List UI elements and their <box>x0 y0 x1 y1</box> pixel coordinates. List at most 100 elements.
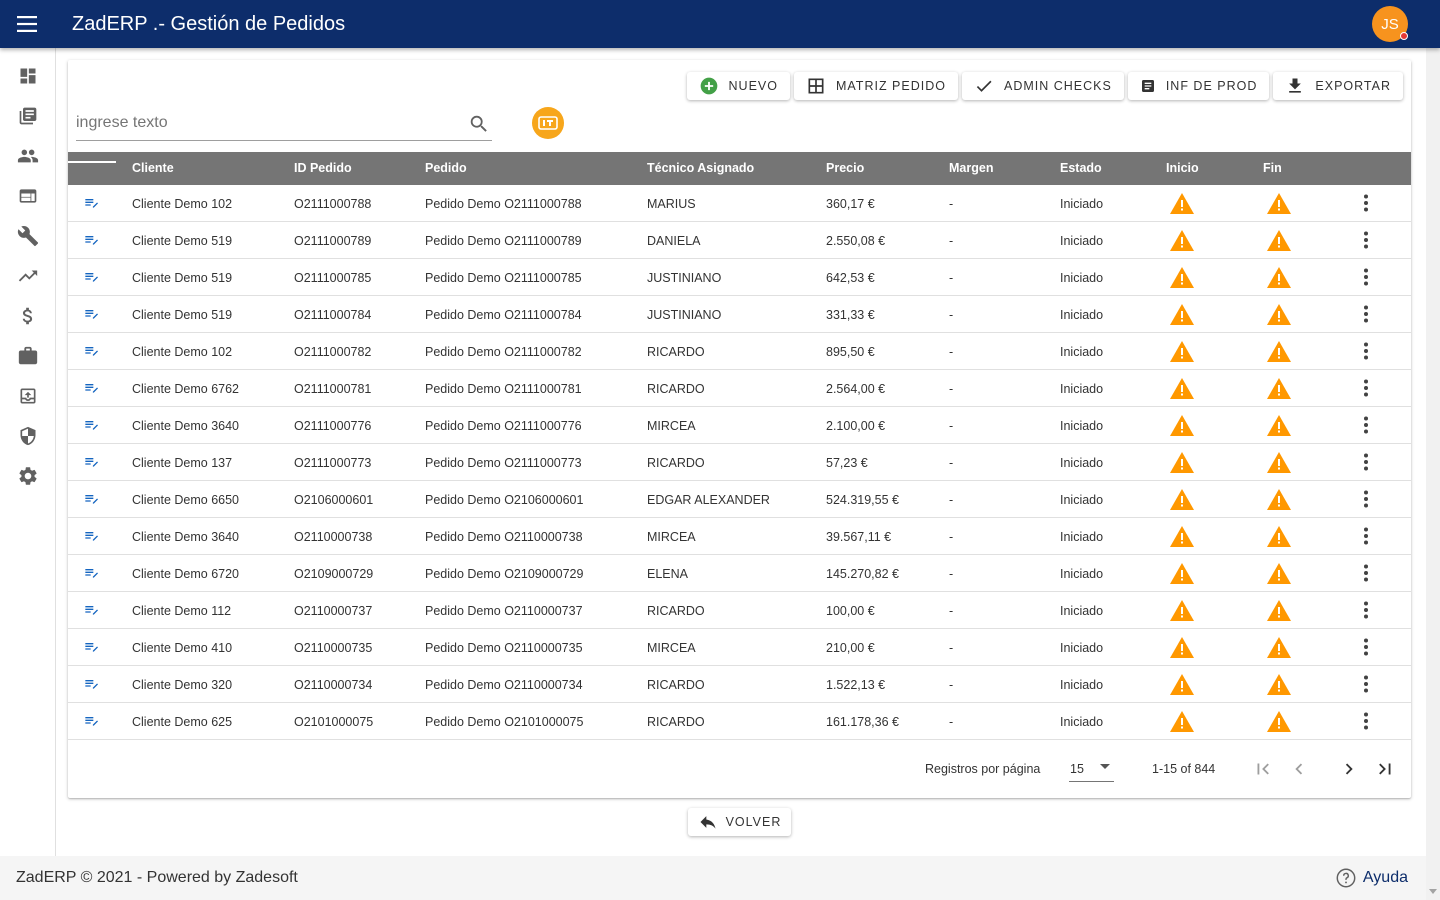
cell-pedido: Pedido Demo O2111000773 <box>425 456 582 470</box>
sidebar-item-library[interactable] <box>0 96 56 136</box>
row-more-options-icon[interactable] <box>1363 490 1369 511</box>
table-row[interactable]: Cliente Demo 6762 O2111000781 Pedido Demo … <box>68 370 1411 407</box>
table-row[interactable]: Cliente Demo 137 O2111000773 Pedido Demo O… <box>68 444 1411 481</box>
edit-order-icon[interactable] <box>84 418 100 435</box>
table-row[interactable]: Cliente Demo 102 O2111000782 Pedido Demo O… <box>68 333 1411 370</box>
col-header-fin[interactable]: Fin <box>1263 161 1282 175</box>
edit-order-icon[interactable] <box>84 196 100 213</box>
row-more-options-icon[interactable] <box>1363 342 1369 363</box>
cell-cliente: Cliente Demo 3640 <box>132 419 240 433</box>
edit-order-icon[interactable] <box>84 529 100 546</box>
back-button[interactable]: VOLVER <box>688 808 791 836</box>
table-row[interactable]: Cliente Demo 519 O2111000789 Pedido Demo O… <box>68 222 1411 259</box>
sidebar-item-security[interactable] <box>0 416 56 456</box>
export-button[interactable]: EXPORTAR <box>1273 72 1403 100</box>
order-matrix-button[interactable]: MATRIZ PEDIDO <box>793 72 958 100</box>
last-page-icon[interactable] <box>1374 758 1396 780</box>
admin-checks-button[interactable]: ADMIN CHECKS <box>961 72 1124 100</box>
user-initials: JS <box>1381 15 1399 33</box>
cell-cliente: Cliente Demo 320 <box>132 678 233 692</box>
cell-estado: Iniciado <box>1060 271 1104 285</box>
edit-order-icon[interactable] <box>84 455 100 472</box>
sidebar-item-web[interactable] <box>0 176 56 216</box>
page-size-select[interactable]: 15 <box>1069 756 1114 782</box>
edit-order-icon[interactable] <box>84 233 100 250</box>
cell-precio: 524.319,55 € <box>826 493 899 507</box>
cell-pedido: Pedido Demo O2110000737 <box>425 604 583 618</box>
col-header-precio[interactable]: Precio <box>826 161 865 175</box>
cell-cliente: Cliente Demo 6650 <box>132 493 240 507</box>
row-more-options-icon[interactable] <box>1363 712 1369 733</box>
sidebar-item-people[interactable] <box>0 136 56 176</box>
row-more-options-icon[interactable] <box>1363 675 1369 696</box>
table-row[interactable]: Cliente Demo 102 O2111000788 Pedido Demo O… <box>68 185 1411 222</box>
edit-order-icon[interactable] <box>84 492 100 509</box>
row-more-options-icon[interactable] <box>1363 601 1369 622</box>
col-header-pedido[interactable]: Pedido <box>425 161 467 175</box>
new-button[interactable]: NUEVO <box>686 72 790 100</box>
trending-up-icon <box>18 270 38 282</box>
row-more-options-icon[interactable] <box>1363 231 1369 252</box>
edit-order-icon[interactable] <box>84 677 100 694</box>
edit-order-icon[interactable] <box>84 270 100 287</box>
row-more-options-icon[interactable] <box>1363 527 1369 548</box>
menu-button[interactable] <box>0 0 56 48</box>
table-row[interactable]: Cliente Demo 625 O2101000075 Pedido Demo O… <box>68 703 1411 740</box>
first-page-icon[interactable] <box>1252 758 1274 780</box>
row-more-options-icon[interactable] <box>1363 379 1369 400</box>
edit-order-icon[interactable] <box>84 603 100 620</box>
col-header-estado[interactable]: Estado <box>1060 161 1102 175</box>
table-row[interactable]: Cliente Demo 320 O2110000734 Pedido Demo O… <box>68 666 1411 703</box>
end-warning-icon <box>1267 563 1291 587</box>
sidebar-item-dashboard[interactable] <box>0 56 56 96</box>
col-header-margen[interactable]: Margen <box>949 161 994 175</box>
row-more-options-icon[interactable] <box>1363 638 1369 659</box>
scroll-down-arrow-icon[interactable] <box>1429 889 1437 894</box>
table-row[interactable]: Cliente Demo 6650 O2106000601 Pedido Demo … <box>68 481 1411 518</box>
user-avatar[interactable]: JS <box>1372 6 1408 42</box>
orders-card: NUEVO MATRIZ PEDIDO ADMIN CHECKS INF DE … <box>68 60 1411 798</box>
edit-order-icon[interactable] <box>84 381 100 398</box>
edit-order-icon[interactable] <box>84 714 100 731</box>
row-more-options-icon[interactable] <box>1363 268 1369 289</box>
sidebar-item-settings[interactable] <box>0 456 56 496</box>
edit-order-icon[interactable] <box>84 307 100 324</box>
edit-order-icon[interactable] <box>84 566 100 583</box>
action-toolbar: NUEVO MATRIZ PEDIDO ADMIN CHECKS INF DE … <box>686 72 1403 100</box>
row-more-options-icon[interactable] <box>1363 305 1369 326</box>
table-row[interactable]: Cliente Demo 112 O2110000737 Pedido Demo O… <box>68 592 1411 629</box>
next-page-icon[interactable] <box>1338 758 1360 780</box>
sidebar-item-archive[interactable] <box>0 376 56 416</box>
table-row[interactable]: Cliente Demo 410 O2110000735 Pedido Demo O… <box>68 629 1411 666</box>
col-header-tecnico[interactable]: Técnico Asignado <box>647 161 755 175</box>
table-row[interactable]: Cliente Demo 519 O2111000784 Pedido Demo O… <box>68 296 1411 333</box>
table-row[interactable]: Cliente Demo 519 O2111000785 Pedido Demo O… <box>68 259 1411 296</box>
row-more-options-icon[interactable] <box>1363 453 1369 474</box>
table-row[interactable]: Cliente Demo 3640 O2110000738 Pedido Demo … <box>68 518 1411 555</box>
production-report-button[interactable]: INF DE PROD <box>1127 72 1270 100</box>
page-scrollbar[interactable] <box>1426 0 1440 900</box>
sidebar-item-finance[interactable] <box>0 296 56 336</box>
col-header-inicio[interactable]: Inicio <box>1166 161 1199 175</box>
help-link[interactable]: Ayuda <box>1335 867 1408 889</box>
edit-order-icon[interactable] <box>84 640 100 657</box>
table-row[interactable]: Cliente Demo 3640 O2111000776 Pedido Demo … <box>68 407 1411 444</box>
sidebar-item-trending[interactable] <box>0 256 56 296</box>
cell-id-pedido: O2111000789 <box>294 234 372 248</box>
it-filter-button[interactable] <box>532 107 564 139</box>
row-more-options-icon[interactable] <box>1363 194 1369 215</box>
sidebar-item-work[interactable] <box>0 336 56 376</box>
table-row[interactable]: Cliente Demo 6720 O2109000729 Pedido Demo … <box>68 555 1411 592</box>
row-more-options-icon[interactable] <box>1363 416 1369 437</box>
previous-page-icon[interactable] <box>1288 758 1310 780</box>
row-more-options-icon[interactable] <box>1363 564 1369 585</box>
cell-id-pedido: O2110000734 <box>294 678 373 692</box>
col-header-cliente[interactable]: Cliente <box>132 161 174 175</box>
search-icon[interactable] <box>468 113 490 135</box>
edit-order-icon[interactable] <box>84 344 100 361</box>
sidebar-item-tools[interactable] <box>0 216 56 256</box>
cell-pedido: Pedido Demo O2111000788 <box>425 197 582 211</box>
col-header-id[interactable]: ID Pedido <box>294 161 352 175</box>
search-input[interactable] <box>76 108 456 138</box>
web-window-icon <box>19 189 37 203</box>
